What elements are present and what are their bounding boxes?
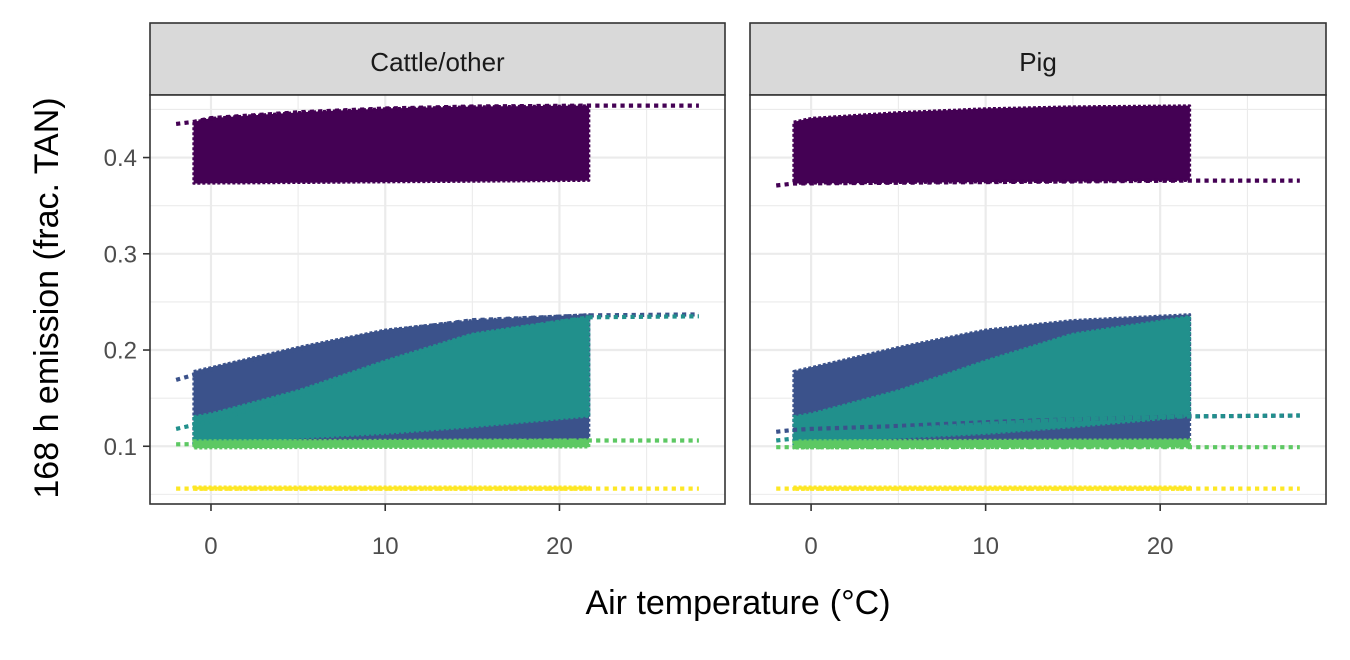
facet-strip-label: Cattle/other [370,47,505,77]
series-band-2 [192,315,591,446]
x-axis-title: Air temperature (°C) [585,584,890,622]
y-tick-label: 0.1 [104,434,137,461]
series-dotted-line-3 [176,438,699,447]
facet-panel-0: Cattle/other 0 10 20 0.1 0.2 0.3 0.4 [104,22,726,560]
series-dotted-line-0 [175,103,699,126]
series-band-0 [192,104,591,185]
y-axis-title: 168 h emission (frac. TAN) [28,97,66,498]
y-tick-label: 0.4 [104,145,137,172]
x-tick-label: 10 [372,533,399,560]
y-tick-label: 0.3 [104,241,137,268]
facet-strip [749,22,1327,96]
facet-panel-1: Pig 0 10 20 [749,22,1327,560]
x-axis-title-unit: (°C) [830,584,891,622]
panels-layer: Cattle/other 0 10 20 0.1 0.2 0.3 0.4 Pig 0 10 20 [104,22,1327,560]
y-tick-label: 0.2 [104,338,137,365]
series-dotted-line-2 [175,314,699,431]
series-band-2 [792,315,1192,446]
x-axis-title-text: Air temperature [585,584,819,622]
facet-strip-label: Pig [1019,47,1057,77]
x-tick-label: 20 [1147,533,1174,560]
x-tick-label: 10 [972,533,999,560]
series-dotted-line-1 [175,312,699,382]
panel-border [749,94,1327,505]
series-dotted-line-1 [775,413,1300,434]
x-tick-label: 20 [546,533,573,560]
series-dotted-line-2 [775,413,1300,443]
x-tick-label: 0 [204,533,217,560]
series-dotted-line-0 [775,178,1300,188]
facet-strip [149,22,726,96]
panel-border [149,94,726,505]
x-tick-label: 0 [804,533,817,560]
series-band-0 [792,104,1192,185]
